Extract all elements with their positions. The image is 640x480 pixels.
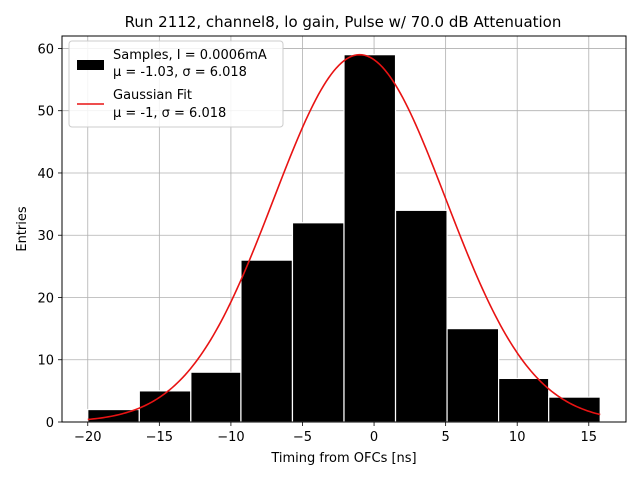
axes-frame — [61, 35, 627, 423]
y-axis-label: Entries — [15, 206, 30, 252]
legend: Samples, I = 0.0006mA μ = -1.03, σ = 6.0… — [68, 40, 284, 128]
x-tick-label: −20 — [74, 430, 101, 445]
legend-samples-stats: μ = -1.03, σ = 6.018 — [113, 65, 247, 80]
histogram-bar — [446, 328, 500, 423]
histogram-bar — [343, 54, 397, 423]
legend-samples-label: Samples, I = 0.0006mA — [113, 48, 267, 63]
x-axis-label: Timing from OFCs [ns] — [270, 451, 416, 466]
y-tick-label: 0 — [46, 416, 54, 431]
histogram-bar — [548, 396, 601, 423]
histogram-bars — [87, 54, 601, 423]
y-tick-label: 20 — [37, 291, 54, 306]
y-tick-label: 40 — [37, 167, 54, 182]
x-tick-label: 5 — [441, 430, 449, 445]
histogram-bar — [190, 371, 242, 423]
gaussian-fit-line — [87, 53, 601, 421]
legend-fit-label: Gaussian Fit — [113, 88, 192, 103]
histogram-bar — [138, 390, 192, 423]
x-tick-label: −10 — [217, 430, 244, 445]
histogram-bar — [497, 377, 550, 423]
y-tick-label: 30 — [37, 229, 54, 244]
x-tick-label: 0 — [370, 430, 378, 445]
y-tick-label: 10 — [37, 354, 54, 369]
x-axis-ticks: −20 −15 −10 −5 0 5 10 15 — [74, 422, 597, 445]
y-axis-ticks: 0 10 20 30 40 50 60 — [37, 42, 62, 431]
x-tick-label: 15 — [581, 430, 598, 445]
histogram-bar — [240, 259, 294, 423]
histogram-bar — [394, 209, 448, 423]
legend-fit-stats: μ = -1, σ = 6.018 — [113, 106, 226, 121]
legend-box — [68, 40, 284, 128]
x-tick-label: −15 — [146, 430, 173, 445]
histogram-bar — [291, 222, 345, 423]
x-tick-label: 10 — [509, 430, 526, 445]
x-tick-label: −5 — [293, 430, 312, 445]
legend-samples-swatch — [77, 60, 104, 70]
chart-title: Run 2112, channel8, lo gain, Pulse w/ 70… — [125, 13, 562, 31]
y-tick-label: 60 — [37, 42, 54, 57]
gaussian-fit — [87, 53, 601, 421]
y-tick-label: 50 — [37, 105, 54, 120]
